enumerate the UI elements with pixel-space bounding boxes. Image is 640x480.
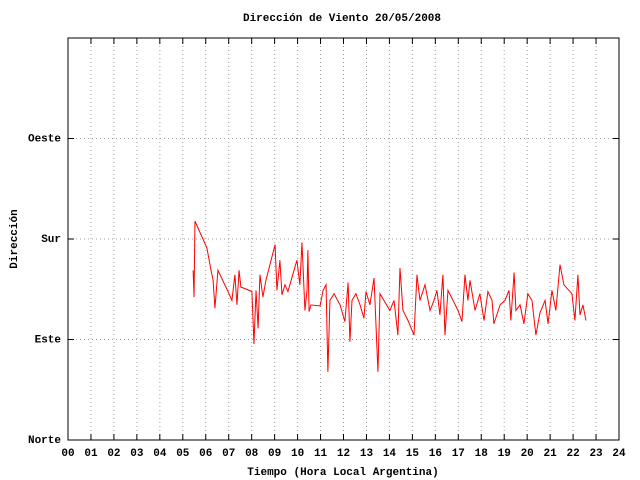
y-axis-label: Dirección bbox=[9, 209, 21, 268]
x-tick-label: 11 bbox=[314, 448, 328, 460]
x-tick-label: 08 bbox=[245, 448, 259, 460]
x-tick-label: 12 bbox=[337, 448, 350, 460]
x-tick-label: 13 bbox=[360, 448, 374, 460]
x-tick-label: 23 bbox=[589, 448, 603, 460]
x-tick-label: 15 bbox=[406, 448, 420, 460]
x-tick-label: 10 bbox=[291, 448, 304, 460]
y-tick-label: Sur bbox=[41, 234, 61, 246]
x-tick-label: 16 bbox=[429, 448, 442, 460]
y-tick-label: Este bbox=[35, 334, 62, 346]
x-tick-label: 18 bbox=[475, 448, 489, 460]
y-tick-label: Norte bbox=[28, 435, 61, 447]
x-tick-label: 07 bbox=[222, 448, 235, 460]
x-tick-label: 19 bbox=[498, 448, 511, 460]
plot-border bbox=[67, 37, 620, 441]
x-tick-label: 04 bbox=[153, 448, 167, 460]
x-tick-label: 05 bbox=[176, 448, 190, 460]
x-tick-label: 06 bbox=[199, 448, 212, 460]
data-line bbox=[192, 220, 587, 372]
x-tick-label: 22 bbox=[566, 448, 579, 460]
x-tick-label: 00 bbox=[61, 448, 74, 460]
x-tick-label: 21 bbox=[544, 448, 558, 460]
x-tick-label: 14 bbox=[383, 448, 397, 460]
chart-title: Dirección de Viento 20/05/2008 bbox=[243, 13, 441, 25]
x-tick-label: 17 bbox=[452, 448, 465, 460]
y-tick-label: Oeste bbox=[28, 133, 61, 145]
x-tick-label: 09 bbox=[268, 448, 281, 460]
x-axis-label: Tiempo (Hora Local Argentina) bbox=[247, 467, 438, 479]
x-tick-label: 02 bbox=[107, 448, 120, 460]
x-tick-label: 20 bbox=[521, 448, 534, 460]
x-tick-label: 01 bbox=[84, 448, 98, 460]
x-tick-label: 03 bbox=[130, 448, 144, 460]
x-tick-label: 24 bbox=[612, 448, 626, 460]
